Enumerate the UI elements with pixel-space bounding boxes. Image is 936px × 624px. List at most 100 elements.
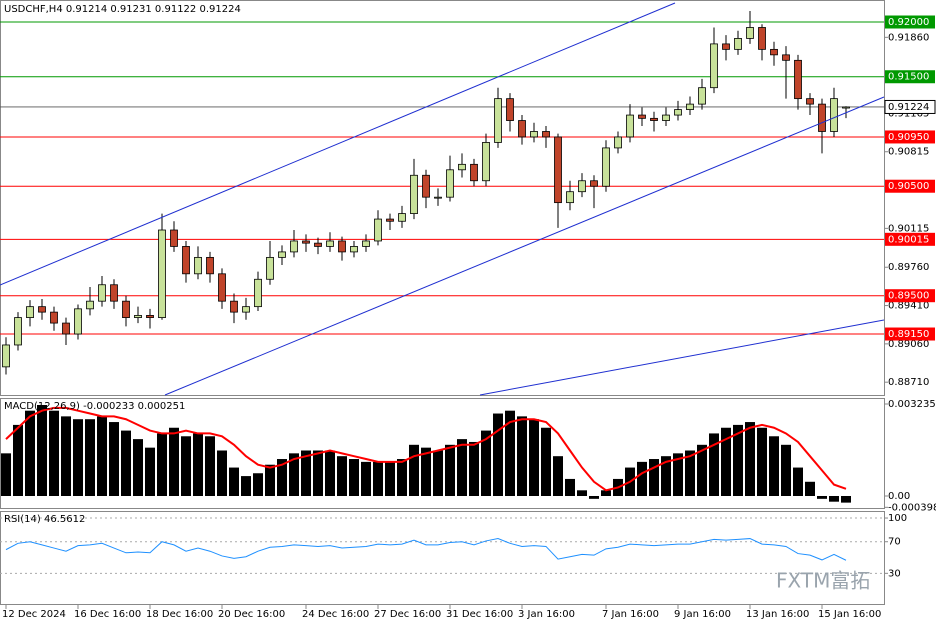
- candle-body: [362, 240, 370, 247]
- y-tick-label: 0.89060: [888, 339, 929, 350]
- y-tick-label: 0.89410: [888, 301, 929, 312]
- macd-bar: [37, 404, 47, 496]
- x-tick-label: 15 Jan 16:00: [818, 609, 881, 620]
- x-tick-label: 9 Jan 16:00: [674, 609, 731, 620]
- candle-body: [314, 242, 322, 247]
- candle-body: [158, 229, 166, 318]
- y-tick-label: 100: [888, 513, 907, 524]
- candle-body: [50, 311, 58, 324]
- candle-body: [290, 240, 298, 253]
- candle-body: [182, 246, 190, 275]
- macd-bar: [337, 456, 347, 496]
- x-tick-label: 7 Jan 16:00: [602, 609, 659, 620]
- candle-body: [110, 284, 118, 302]
- x-tick-label: 13 Jan 16:00: [746, 609, 809, 620]
- macd-bar: [265, 464, 275, 496]
- candle-body: [398, 213, 406, 222]
- candle-body: [74, 308, 82, 335]
- candle-body: [254, 278, 262, 308]
- macd-bar: [109, 422, 119, 496]
- macd-bar: [805, 481, 815, 496]
- macd-bar: [229, 467, 239, 496]
- watermark: FXTM富拓: [776, 569, 870, 593]
- macd-bar: [217, 450, 227, 496]
- candle-body: [230, 300, 238, 313]
- macd-bar: [469, 441, 479, 496]
- channel-upper: [0, 2, 676, 286]
- level-label-box: [885, 179, 935, 193]
- candle-body: [302, 240, 310, 244]
- candle-body: [554, 136, 562, 204]
- trend-line: [479, 319, 885, 396]
- candle-body: [710, 43, 718, 89]
- candle-body: [530, 131, 538, 138]
- y-tick-label: 0.003235: [888, 399, 936, 410]
- candle-body: [86, 300, 94, 310]
- candle-body: [626, 114, 634, 138]
- macd-bar: [685, 450, 695, 496]
- macd-bar: [421, 447, 431, 496]
- macd-bar: [409, 444, 419, 496]
- macd-bar: [481, 430, 491, 496]
- macd-title: MACD(12,26,9) -0.000233 0.000251: [4, 401, 185, 412]
- candle-body: [38, 306, 46, 313]
- candle-body: [758, 27, 766, 50]
- candle-body: [842, 106, 850, 109]
- candle-body: [386, 218, 394, 222]
- candle-body: [278, 251, 286, 258]
- candle-body: [26, 306, 34, 318]
- macd-panel: [0, 398, 885, 509]
- candle-body: [218, 273, 226, 302]
- macd-bar: [649, 459, 659, 496]
- macd-bar: [397, 459, 407, 496]
- candle-body: [350, 246, 358, 253]
- macd-bar: [745, 422, 755, 496]
- main-panel: [0, 0, 885, 396]
- macd-bar: [121, 430, 131, 496]
- macd-bar: [817, 495, 827, 499]
- macd-bar: [385, 461, 395, 496]
- candle-body: [818, 103, 826, 132]
- candle-body: [830, 98, 838, 132]
- x-tick-label: 12 Dec 2024: [2, 609, 66, 620]
- macd-bar: [157, 433, 167, 496]
- candle-body: [590, 180, 598, 187]
- rsi-title: RSI(14) 46.5612: [4, 514, 85, 525]
- level-label: 0.90500: [888, 181, 929, 192]
- macd-bar: [517, 416, 527, 496]
- candle-body: [674, 109, 682, 116]
- candle-body: [734, 38, 742, 50]
- macd-bar: [169, 427, 179, 496]
- macd-bar: [25, 410, 35, 496]
- macd-bar: [841, 495, 851, 503]
- y-tick-label: 0.88710: [888, 377, 929, 388]
- last-price-label: 0.91224: [888, 102, 929, 113]
- macd-bar: [361, 461, 371, 496]
- macd-bar: [769, 436, 779, 496]
- candle-body: [62, 322, 70, 335]
- macd-bar: [97, 416, 107, 496]
- candle-body: [266, 256, 274, 280]
- macd-bar: [565, 478, 575, 496]
- macd-bar: [61, 416, 71, 496]
- level-label-box: [885, 70, 935, 84]
- level-label-box: [885, 232, 935, 246]
- candle-body: [194, 256, 202, 275]
- macd-bar: [721, 427, 731, 496]
- macd-bar: [781, 444, 791, 496]
- x-tick-label: 16 Dec 16:00: [74, 609, 141, 620]
- macd-bar: [277, 459, 287, 496]
- x-tick-label: 20 Dec 16:00: [218, 609, 285, 620]
- level-label-box: [885, 130, 935, 144]
- candle-body: [170, 229, 178, 247]
- level-label-box: [885, 15, 935, 29]
- macd-bar: [505, 410, 515, 496]
- candle-body: [410, 174, 418, 214]
- candle-body: [338, 240, 346, 253]
- macd-bar: [1, 453, 11, 496]
- y-tick-label: 30: [888, 568, 901, 579]
- candle-body: [470, 163, 478, 182]
- level-label-box: [885, 327, 935, 341]
